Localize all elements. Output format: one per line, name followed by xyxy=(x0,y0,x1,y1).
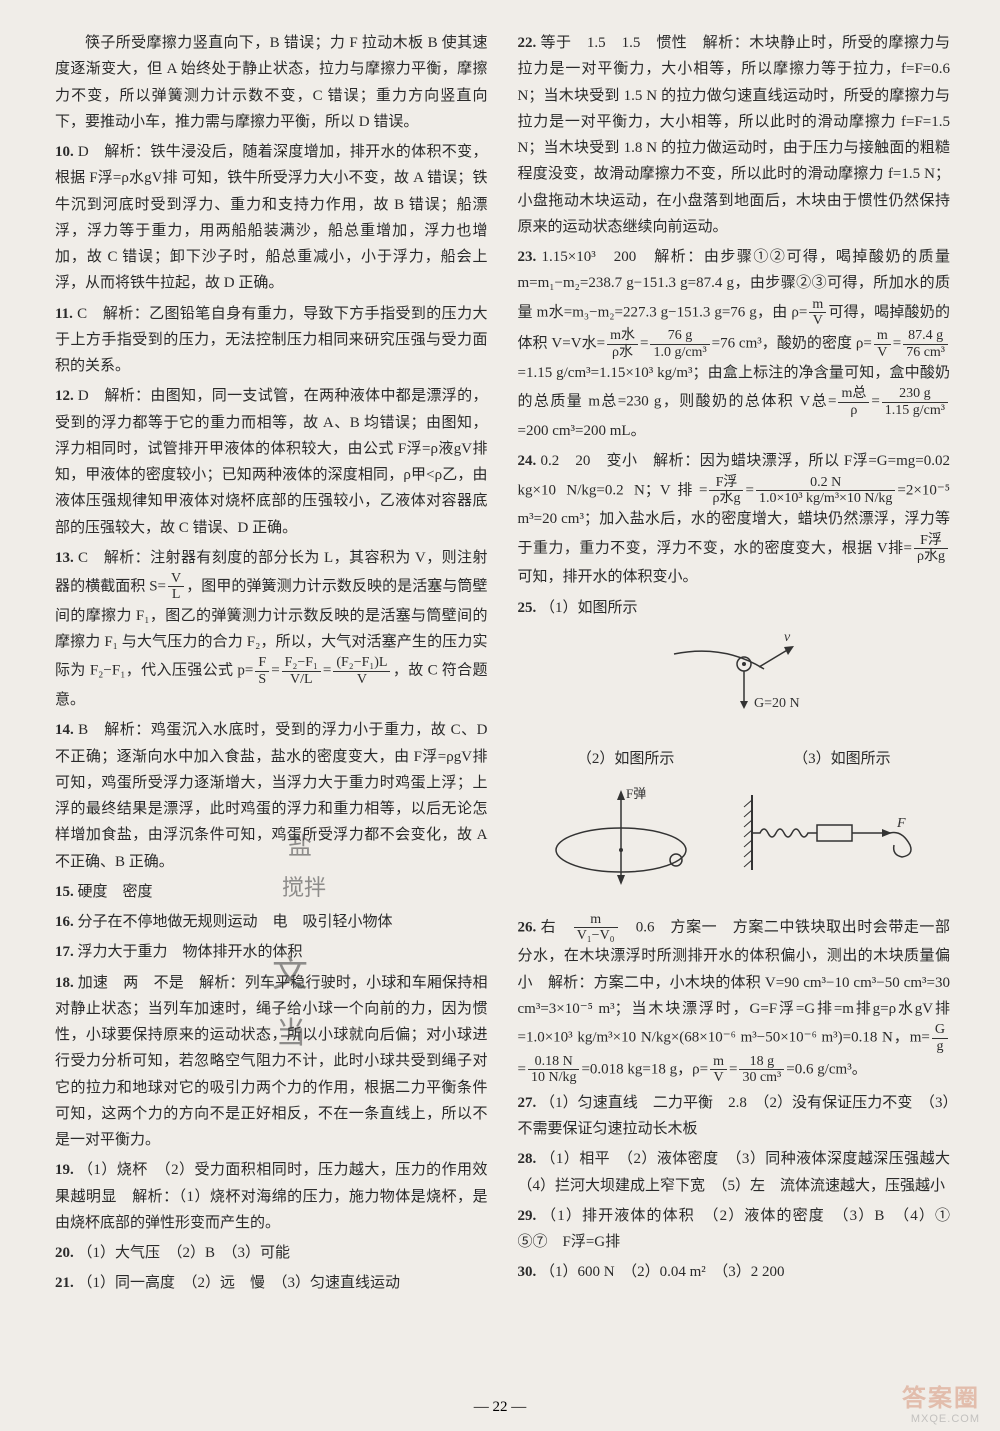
diagram-25-1: G=20 N v xyxy=(518,629,951,738)
item-24: 24. 0.2 20 变小 解析：因为蜡块漂浮，所以 F浮=G=mg=0.02 … xyxy=(518,448,951,590)
page-number: — 22 — xyxy=(0,1399,1000,1416)
item-25: 25. （1）如图所示 G=20 N v （2）如图所示 （3）如图所示 xyxy=(518,595,951,908)
item-11: 11. C 解析：乙图铅笔自身有重力，导致下方手指受到的压力大于上方手指受到的压… xyxy=(55,301,488,380)
item-22: 22. 等于 1.5 1.5 惯性 解析：木块静止时，所受的摩擦力与拉力是一对平… xyxy=(518,30,951,240)
item-10: 10. D 解析：铁牛浸没后，随着深度增加，排开水的体积不变，根据 F浮=ρ水g… xyxy=(55,139,488,297)
item-18: 18. 加速 两 不是 解析：列车平稳行驶时，小球和车厢保持相对静止状态；当列车… xyxy=(55,970,488,1154)
diagram-25-2: F弹 xyxy=(536,780,706,899)
item-9-cont: 筷子所受摩擦力竖直向下，B 错误；力 F 拉动木板 B 使其速度逐渐变大，但 A… xyxy=(55,30,488,135)
item-17: 17. 浮力大于重力 物体排开水的体积 xyxy=(55,939,488,965)
item-13: 13. C 解析：注射器有刻度的部分长为 L，其容积为 V，则注射器的横截面积 … xyxy=(55,545,488,714)
item-19: 19. （1）烧杯 （2）受力面积相同时，压力越大，压力的作用效果越明显 解析：… xyxy=(55,1157,488,1236)
item-23: 23. 1.15×10³ 200 解析：由步骤①②可得，喝掉酸奶的质量 m=m₁… xyxy=(518,244,951,444)
item-28: 28. （1）相平 （2）液体密度 （3）同种液体深度越深压强越大 （4）拦河大… xyxy=(518,1146,951,1199)
item-12: 12. D 解析：由图知，同一支试管，在两种液体中都是漂浮的，受到的浮力都等于它… xyxy=(55,383,488,541)
item-14: 14. B 解析：鸡蛋沉入水底时，受到的浮力小于重力，故 C、D 不正确；逐渐向… xyxy=(55,717,488,875)
item-30: 30. （1）600 N （2）0.04 m² （3）2 200 xyxy=(518,1259,951,1285)
item-20: 20. （1）大气压 （2）B （3）可能 xyxy=(55,1240,488,1266)
diagram-25-2-label: （2）如图所示 xyxy=(577,746,675,772)
svg-text:G=20 N: G=20 N xyxy=(754,696,800,711)
svg-text:F: F xyxy=(896,816,906,831)
svg-text:v: v xyxy=(784,630,791,645)
item-21: 21. （1）同一高度 （2）远 慢 （3）匀速直线运动 xyxy=(55,1270,488,1296)
item-26: 26. 右 mV₁−V₀ 0.6 方案一 方案二中铁块取出时会带走一部分水，在木… xyxy=(518,912,951,1086)
watermark-main: 答案圈 xyxy=(902,1378,980,1413)
diagram-25-3: F xyxy=(742,785,932,894)
svg-text:F弹: F弹 xyxy=(626,786,646,801)
page-content: 筷子所受摩擦力竖直向下，B 错误；力 F 拉动木板 B 使其速度逐渐变大，但 A… xyxy=(0,0,1000,1360)
item-16: 16. 分子在不停地做无规则运动 电 吸引轻小物体 xyxy=(55,909,488,935)
item-27: 27. （1）匀速直线 二力平衡 2.8 （2）没有保证压力不变 （3）不需要保… xyxy=(518,1090,951,1143)
item-15: 15. 硬度 密度 xyxy=(55,879,488,905)
diagram-25-3-label: （3）如图所示 xyxy=(793,746,891,772)
watermark-sub: MXQE.COM xyxy=(911,1413,980,1425)
item-29: 29. （1）排开液体的体积 （2）液体的密度 （3）B （4）① ⑤⑦ F浮=… xyxy=(518,1203,951,1256)
